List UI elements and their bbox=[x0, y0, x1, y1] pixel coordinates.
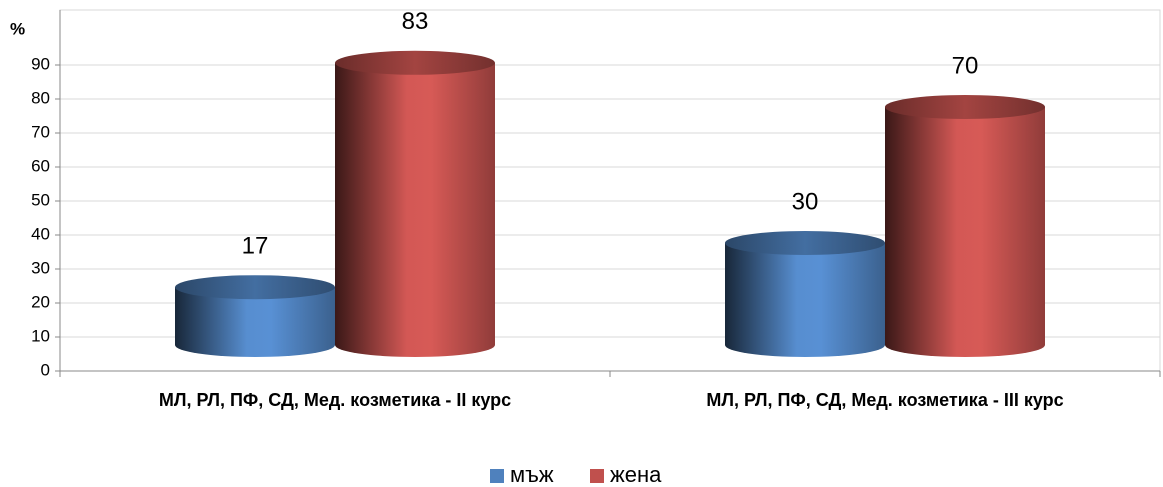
legend-swatch bbox=[590, 469, 604, 483]
x-tick-label: МЛ, РЛ, ПФ, СД, Мед. козметика - II курс bbox=[159, 390, 511, 410]
bar-top bbox=[885, 95, 1045, 119]
y-tick-label: 30 bbox=[31, 258, 50, 277]
bar-top bbox=[175, 275, 335, 300]
y-tick-label: 10 bbox=[31, 326, 50, 345]
bar bbox=[885, 107, 1045, 357]
bar bbox=[175, 287, 335, 357]
y-tick-label: 0 bbox=[41, 360, 50, 379]
data-label: 70 bbox=[952, 52, 979, 79]
y-axis-label: % bbox=[10, 19, 25, 38]
legend-label: жена bbox=[610, 462, 662, 487]
bar bbox=[725, 243, 885, 357]
x-tick-label: МЛ, РЛ, ПФ, СД, Мед. козметика - III кур… bbox=[706, 390, 1063, 410]
y-tick-label: 70 bbox=[31, 122, 50, 141]
legend-swatch bbox=[490, 469, 504, 483]
y-tick-label: 60 bbox=[31, 156, 50, 175]
y-tick-label: 90 bbox=[31, 54, 50, 73]
bar-top bbox=[725, 231, 885, 255]
data-label: 17 bbox=[242, 233, 269, 260]
y-tick-label: 20 bbox=[31, 292, 50, 311]
bar-top bbox=[335, 50, 495, 75]
legend-label: мъж bbox=[510, 462, 554, 487]
y-tick-label: 80 bbox=[31, 88, 50, 107]
data-label: 30 bbox=[792, 188, 819, 215]
y-tick-label: 50 bbox=[31, 190, 50, 209]
y-tick-label: 40 bbox=[31, 224, 50, 243]
bar bbox=[335, 62, 495, 358]
data-label: 83 bbox=[402, 8, 429, 35]
